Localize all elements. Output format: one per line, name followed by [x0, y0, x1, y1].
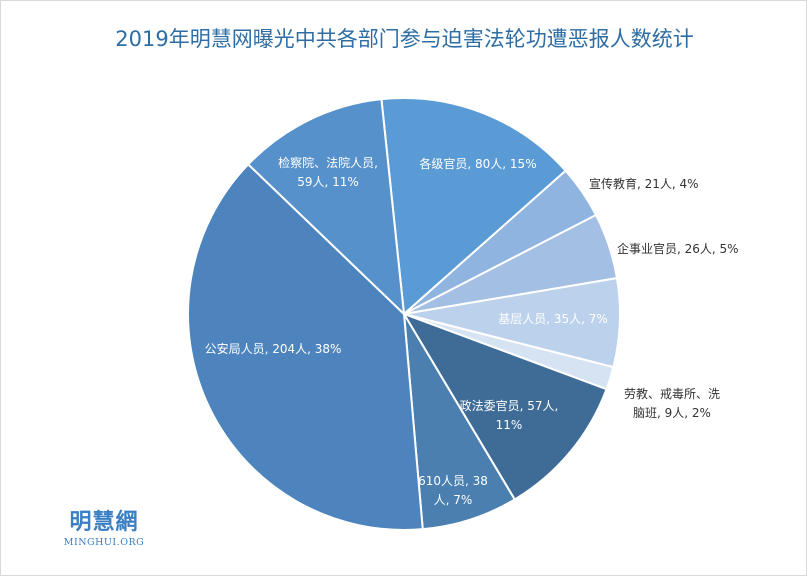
- logo-english: MINGHUI.ORG: [63, 537, 145, 548]
- slice-label-2: 企事业官员, 26人, 5%: [617, 241, 739, 256]
- slice-label-8: 检察院、法院人员, 59人, 11%: [278, 155, 378, 189]
- slice-label-line: 宣传教育, 21人, 4%: [589, 176, 699, 191]
- pie-slice-8: [246, 98, 406, 317]
- slice-label-line: 各级官员, 80人, 15%: [419, 156, 536, 171]
- slice-label-4: 劳教、戒毒所、洗脑班, 9人, 2%: [624, 386, 720, 420]
- logo-chinese: 明慧網: [69, 509, 139, 535]
- slice-label-1: 宣传教育, 21人, 4%: [589, 176, 699, 191]
- slice-label-line: 检察院、法院人员,: [278, 155, 378, 170]
- slice-label-line: 610人员, 38: [418, 474, 488, 488]
- slice-label-5: 政法委官员, 57人, 11%: [460, 398, 559, 432]
- pie-slice-5: [401, 312, 608, 501]
- pie-slice-7: [187, 162, 424, 531]
- pie-slice-0: [380, 97, 568, 317]
- slice-label-line: 人, 7%: [434, 493, 473, 507]
- pie-slices: [187, 97, 621, 531]
- slice-label-0: 各级官员, 80人, 15%: [419, 156, 536, 171]
- pie-labels: 各级官员, 80人, 15% 宣传教育, 21人, 4% 企事业官员, 26人, 5…: [205, 155, 739, 507]
- slice-label-line: 59人, 11%: [297, 175, 359, 189]
- slice-label-7: 公安局人员, 204人, 38%: [205, 341, 342, 356]
- slice-label-line: 基层人员, 35人, 7%: [498, 312, 608, 326]
- slice-label-6: 610人员, 38 人, 7%: [418, 474, 488, 507]
- slice-label-3: 基层人员, 35人, 7%: [498, 312, 608, 326]
- slice-label-line: 公安局人员, 204人, 38%: [205, 341, 342, 356]
- slice-label-line: 11%: [496, 418, 523, 432]
- slice-label-line: 政法委官员, 57人,: [460, 398, 559, 413]
- slice-label-line: 脑班, 9人, 2%: [633, 406, 711, 420]
- slice-label-line: 企事业官员, 26人, 5%: [617, 241, 739, 256]
- minghui-logo: 明慧網 MINGHUI.ORG: [49, 504, 159, 548]
- slice-label-line: 劳教、戒毒所、洗: [624, 386, 720, 401]
- chart-title: 2019年明慧网曝光中共各部门参与迫害法轮功遭恶报人数统计: [115, 27, 694, 51]
